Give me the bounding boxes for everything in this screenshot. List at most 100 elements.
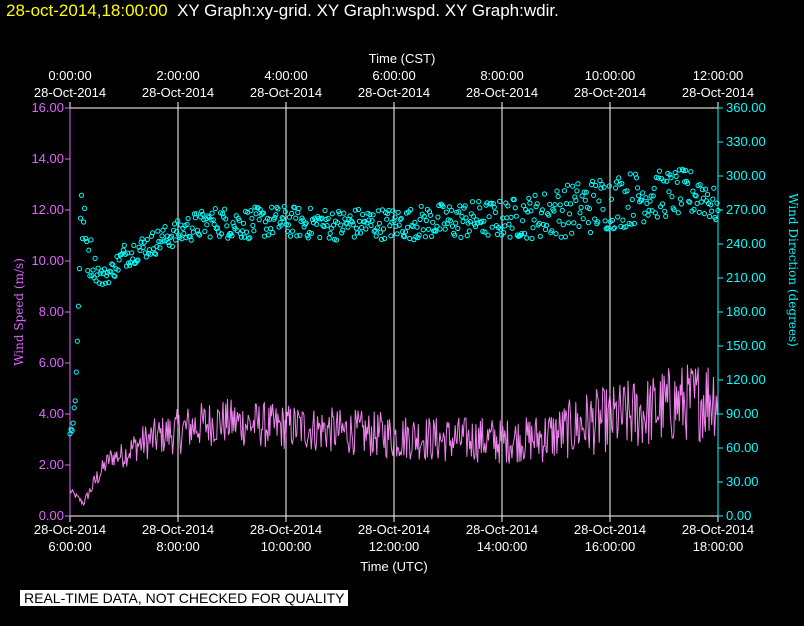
wind-direction-point	[159, 233, 165, 239]
wind-direction-point	[525, 209, 531, 215]
wind-direction-point	[571, 220, 577, 226]
wind-direction-point	[663, 213, 669, 219]
wind-direction-point	[341, 210, 347, 216]
wind-direction-point	[345, 224, 351, 230]
wind-direction-point	[234, 228, 240, 234]
wind-direction-point	[224, 223, 230, 229]
wind-direction-point	[410, 223, 416, 230]
wind-direction-point	[539, 207, 546, 213]
wind-direction-point	[569, 230, 575, 236]
wind-direction-point	[417, 216, 423, 222]
wind-direction-point	[412, 219, 418, 225]
wind-direction-point	[433, 228, 439, 234]
wind-direction-point	[667, 172, 673, 178]
wind-direction-point	[168, 233, 174, 239]
wind-direction-point	[664, 178, 670, 184]
wind-direction-point	[287, 233, 294, 239]
wind-direction-point	[491, 204, 497, 210]
wind-direction-point	[619, 180, 625, 187]
wind-direction-point	[175, 218, 181, 224]
wind-direction-point	[280, 216, 286, 222]
wind-direction-point	[639, 197, 645, 203]
wind-direction-point	[169, 243, 175, 250]
wind-direction-point	[701, 211, 708, 217]
wind-direction-point	[524, 235, 530, 241]
wind-direction-point	[204, 222, 210, 228]
bottom-tick-date: 28-Oct-2014	[142, 522, 214, 537]
wind-direction-point	[551, 208, 557, 214]
wind-direction-point	[673, 173, 679, 179]
wind-direction-point	[289, 210, 295, 217]
wind-direction-point	[710, 196, 716, 202]
wind-direction-point	[437, 226, 443, 232]
top-tick-time: 0:00:00	[48, 68, 91, 83]
wind-direction-point	[460, 218, 466, 225]
bottom-tick-date: 28-Oct-2014	[574, 522, 646, 537]
wind-direction-point	[240, 220, 247, 226]
wind-direction-point	[257, 206, 263, 213]
wind-direction-point	[466, 228, 472, 234]
wind-direction-point	[207, 234, 213, 240]
wind-direction-point	[420, 227, 426, 233]
wind-direction-point	[711, 185, 717, 191]
wind-direction-point	[354, 230, 360, 236]
wind-direction-point	[555, 193, 561, 200]
wind-direction-point	[187, 234, 193, 240]
right-tick-label: 0.00	[726, 508, 751, 523]
wind-direction-point	[558, 234, 564, 240]
wind-direction-point	[641, 219, 647, 225]
wind-direction-point	[498, 226, 504, 232]
wind-direction-point	[247, 235, 253, 241]
wind-direction-point	[384, 216, 390, 222]
wind-direction-point	[668, 175, 674, 181]
wind-direction-point	[256, 217, 262, 223]
wind-direction-point	[102, 280, 109, 286]
wind-direction-point	[211, 221, 217, 227]
wind-direction-point	[521, 203, 527, 209]
wind-direction-point	[402, 229, 409, 235]
wind-direction-point	[96, 280, 102, 286]
wind-direction-point	[434, 223, 440, 229]
wind-direction-point	[316, 215, 322, 222]
wind-direction-point	[112, 273, 118, 279]
wind-direction-point	[208, 217, 214, 223]
wind-direction-point	[300, 217, 306, 223]
wind-direction-point	[527, 200, 533, 206]
wind-direction-point	[374, 225, 380, 231]
bottom-tick-date: 28-Oct-2014	[466, 522, 538, 537]
wind-direction-point	[429, 233, 435, 239]
wind-direction-point	[349, 219, 355, 225]
wind-direction-point	[586, 206, 593, 212]
wind-direction-point	[497, 198, 503, 204]
right-tick-label: 150.00	[726, 338, 766, 353]
wind-direction-point	[455, 225, 461, 231]
wind-direction-point	[303, 220, 309, 226]
vertical-grid	[177, 108, 611, 516]
right-tick-label: 180.00	[726, 304, 766, 319]
wind-direction-point	[423, 217, 429, 224]
wind-direction-point	[675, 210, 681, 216]
wind-direction-point	[470, 213, 476, 219]
wind-direction-point	[76, 266, 83, 272]
wind-direction-point	[462, 203, 468, 209]
right-tick-label: 210.00	[726, 270, 766, 285]
wind-direction-point	[447, 218, 453, 224]
wind-direction-point	[636, 193, 642, 199]
wind-direction-point	[507, 234, 513, 240]
wind-direction-point	[544, 222, 550, 228]
wind-direction-point	[504, 215, 510, 221]
wind-direction-point	[222, 206, 228, 212]
wind-direction-point	[715, 207, 721, 214]
wind-direction-point	[377, 229, 383, 235]
bottom-tick-date: 28-Oct-2014	[250, 522, 322, 537]
wind-direction-point	[166, 242, 172, 248]
wind-direction-point	[606, 183, 612, 189]
wind-direction-point	[625, 204, 631, 210]
axis-labels: 28-Oct-2014 6:00:00 28-Oct-2014 8:00:00 28-O…	[31, 68, 765, 554]
top-tick-time: 6:00:00	[372, 68, 415, 83]
wind-direction-point	[379, 207, 386, 213]
wind-direction-point	[567, 211, 573, 217]
wind-direction-point	[277, 220, 283, 226]
wind-direction-point	[643, 195, 649, 201]
